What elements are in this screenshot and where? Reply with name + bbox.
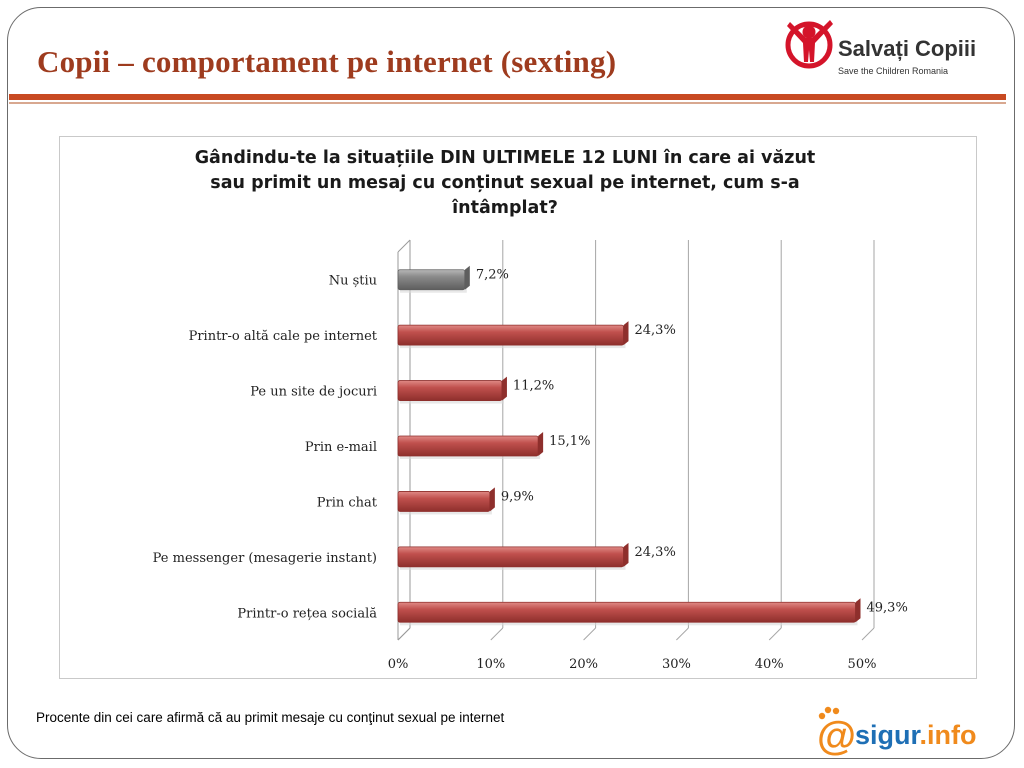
bar [397, 491, 491, 512]
bar-end-cap [623, 321, 629, 346]
category-label: Nu știu [329, 274, 377, 289]
bar [397, 546, 624, 568]
bar [397, 324, 624, 346]
paw-icon [818, 706, 840, 720]
x-tick-label: 50% [848, 657, 877, 672]
category-label: Pe messenger (mesagerie instant) [153, 551, 377, 566]
bar-end-cap [489, 487, 495, 512]
category-label: Printr-o altă cale pe internet [189, 329, 378, 344]
chart-title-line-2: sau primit un mesaj cu conținut sexual p… [210, 173, 800, 193]
bar [397, 269, 466, 291]
chart-title: Gândindu-te la situațiile DIN ULTIMELE 1… [0, 146, 1010, 221]
data-label: 9,9% [501, 489, 534, 504]
logo-word: sigur.info [855, 720, 977, 751]
grid-floor-line [490, 627, 504, 641]
data-label: 11,2% [513, 379, 554, 394]
logo-word-info: .info [919, 720, 977, 750]
bar-end-cap [538, 432, 544, 456]
grid-floor-line [861, 627, 875, 641]
grid-floor-line [768, 627, 782, 641]
bar-end-cap [623, 542, 629, 567]
logo-word-sigur: sigur [855, 720, 920, 750]
category-label: Pe un site de jocuri [250, 385, 377, 400]
data-label: 49,3% [867, 600, 908, 615]
x-tick-label: 40% [755, 657, 784, 672]
axis-bottom-edge [397, 627, 411, 641]
x-tick-label: 10% [476, 657, 505, 672]
chart-title-line-3: întâmplat? [452, 198, 558, 218]
sigur-info-logo: @ sigur.info [815, 706, 995, 758]
logo-at-sign: @ [817, 714, 857, 758]
bar-end-cap [464, 265, 470, 290]
data-label: 24,3% [635, 545, 676, 560]
title-rule-thick [9, 94, 1006, 100]
save-the-children-figure-icon [785, 20, 833, 69]
footnote: Procente din cei care afirmă că au primi… [36, 710, 505, 725]
bar [397, 601, 856, 623]
slide-title: Copii – comportament pe internet (sextin… [37, 44, 617, 79]
data-label: 24,3% [635, 323, 676, 338]
x-tick-label: 30% [662, 657, 691, 672]
salvati-copiii-logo: Salvați Copiii Save the Children Romania [782, 14, 992, 80]
bar [397, 435, 539, 457]
logo-tagline: Save the Children Romania [838, 66, 949, 76]
category-label: Prin e-mail [305, 440, 377, 455]
chart-area [59, 136, 977, 679]
grid-floor-line [676, 627, 689, 641]
bar-end-cap [855, 598, 861, 623]
data-label: 15,1% [549, 434, 590, 449]
logo-brand-text: Salvați Copiii [838, 36, 977, 61]
bar-end-cap [501, 376, 507, 401]
bar [397, 380, 503, 401]
axis-top-edge [397, 239, 411, 253]
x-tick-label: 0% [388, 657, 409, 672]
category-label: Printr-o rețea socială [237, 606, 377, 621]
data-label: 7,2% [476, 268, 509, 283]
category-label: Prin chat [317, 495, 378, 510]
title-rule-thin [9, 102, 1006, 104]
x-tick-label: 20% [569, 657, 598, 672]
grid-floor-line [583, 627, 596, 641]
chart-title-line-1: Gândindu-te la situațiile DIN ULTIMELE 1… [194, 148, 816, 168]
